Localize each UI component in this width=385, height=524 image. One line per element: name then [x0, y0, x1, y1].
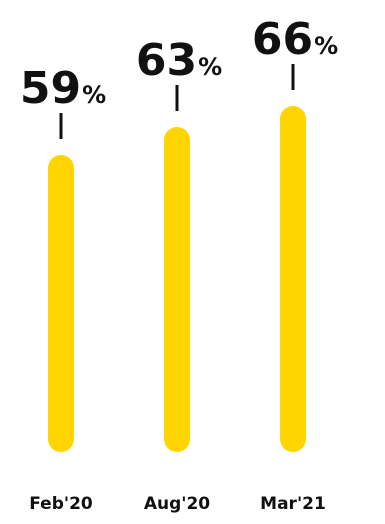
data-label-unit: % — [198, 53, 222, 81]
data-label: 59% — [20, 63, 106, 114]
data-label-value: 63 — [136, 35, 197, 86]
chart-marks: 59% Feb'20 63% Aug'20 66% Mar'21 — [20, 14, 338, 514]
x-tick-label: Mar'21 — [260, 494, 326, 514]
data-label-value: 59 — [20, 63, 81, 114]
data-label-unit: % — [314, 32, 338, 60]
data-label-unit: % — [82, 81, 106, 109]
data-label: 66% — [252, 14, 338, 65]
data-label: 63% — [136, 35, 222, 86]
bar — [280, 106, 306, 452]
data-label-value: 66 — [252, 14, 313, 65]
bar — [48, 155, 74, 452]
bar — [164, 127, 190, 452]
x-tick-label: Feb'20 — [29, 494, 93, 514]
x-tick-label: Aug'20 — [144, 494, 210, 514]
